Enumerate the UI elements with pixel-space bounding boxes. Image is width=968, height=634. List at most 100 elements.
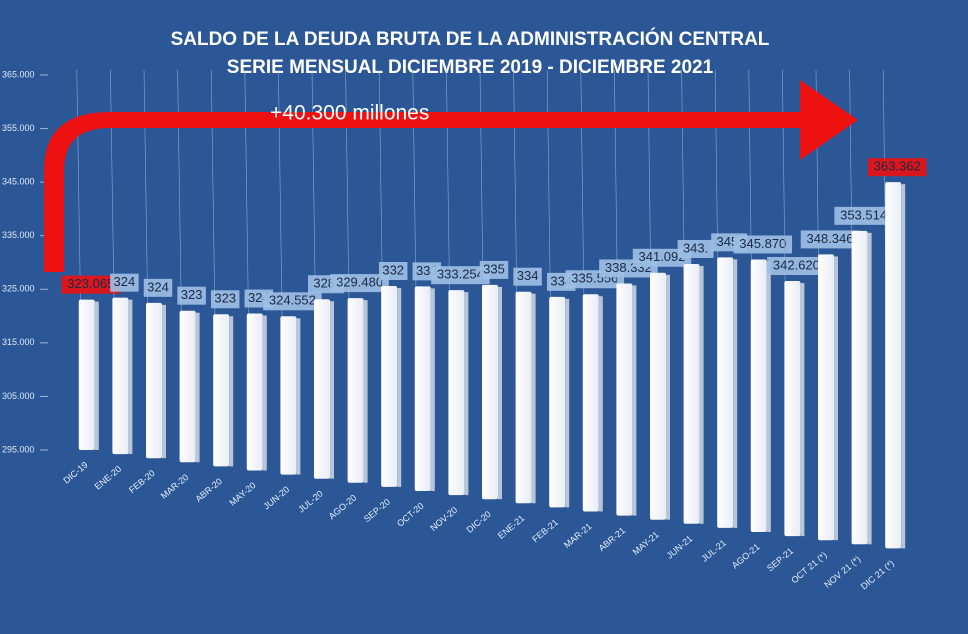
x-tick-label: OCT-20: [395, 501, 426, 529]
value-label: 335: [483, 261, 505, 276]
chart-subtitle: SERIE MENSUAL DICIEMBRE 2019 - DICIEMBRE…: [227, 57, 714, 78]
y-tick-label: 315.000: [2, 337, 35, 347]
bar-side: [363, 300, 368, 483]
value-label-box: [210, 290, 240, 309]
value-label-box: [800, 230, 860, 249]
value-label-box: [177, 286, 206, 305]
bar-side: [901, 184, 906, 549]
bar-side: [162, 304, 166, 459]
bar: [683, 263, 700, 524]
bar: [414, 286, 431, 491]
x-tick-label: DIC 21 (*): [859, 558, 896, 591]
bar-side: [666, 274, 670, 520]
bar-side: [834, 256, 838, 541]
x-tick-label: JUN-21: [665, 533, 695, 560]
bar-side: [531, 293, 536, 504]
value-label: 342.620: [773, 257, 820, 272]
bar: [179, 310, 196, 463]
chart-title: SALDO DE LA DEUDA BRUTA DE LA ADMINISTRA…: [171, 28, 770, 50]
bar: [818, 254, 834, 541]
bar: [650, 272, 666, 520]
bar: [381, 286, 398, 487]
value-label-box: [767, 256, 826, 275]
y-tick-label: 295.000: [2, 444, 35, 454]
value-label-box: [330, 274, 389, 293]
value-label: 334: [517, 268, 539, 283]
bar-side: [565, 298, 570, 508]
value-label-box: [834, 206, 893, 225]
bar: [448, 290, 465, 496]
value-label: 323.065: [67, 276, 114, 291]
value-label-box: [733, 235, 793, 254]
y-tick-label: 335.000: [2, 230, 35, 240]
x-tick-label: ABR-21: [597, 525, 628, 553]
bar-side: [430, 288, 435, 491]
x-tick-label: MAR-21: [562, 521, 594, 550]
value-label: 363.362: [874, 159, 921, 174]
value-label: 341.092: [639, 249, 686, 264]
y-tick-label: 355.000: [2, 123, 35, 133]
x-tick-label: ENE-20: [93, 464, 124, 492]
value-label: 345.870: [739, 236, 786, 251]
bar: [112, 297, 129, 455]
bar-side: [498, 286, 502, 500]
bar: [784, 280, 801, 537]
bar: [246, 313, 263, 471]
value-label: 329.480: [336, 275, 383, 290]
y-tick-label: 325.000: [2, 284, 35, 294]
annotation: +40.300 millones: [270, 102, 429, 125]
bar-side: [128, 299, 133, 455]
bar: [213, 314, 230, 467]
x-tick-label: JUL-21: [699, 538, 728, 564]
bar: [515, 291, 532, 504]
bar-side: [229, 316, 234, 467]
value-label: 324.552: [269, 293, 316, 308]
bar: [482, 284, 498, 500]
plot: 295.000 305.000 315.000 325.000 335.000 345.0…: [2, 69, 927, 591]
value-label-box: [263, 292, 322, 311]
x-tick-label: NOV 21 (*): [822, 554, 862, 590]
bar: [549, 296, 566, 508]
bar: [280, 316, 297, 475]
value-label-box: [61, 275, 121, 294]
value-label-box: [677, 239, 714, 258]
x-tick-label: JUN-20: [261, 484, 291, 511]
value-label-box: [867, 158, 927, 177]
value-label-box: [110, 273, 139, 292]
bar: [347, 298, 364, 483]
value-label-box: [513, 267, 542, 286]
bar: [314, 299, 330, 479]
y-tick-label: 365.000: [2, 69, 35, 79]
bar-side: [262, 315, 267, 471]
x-tick-label: OCT 21 (*): [789, 550, 829, 586]
bar-side: [598, 296, 603, 512]
x-tick-label: SEP-21: [765, 546, 795, 574]
value-label: 323: [181, 287, 203, 302]
bar: [146, 302, 162, 459]
bar-side: [867, 232, 872, 545]
x-tick-label: ENE-21: [496, 513, 527, 541]
value-label: 324: [114, 274, 136, 289]
x-tick-label: DIC-19: [61, 460, 89, 486]
x-tick-label: MAY-20: [227, 480, 257, 508]
x-tick-label: SEP-20: [362, 497, 392, 525]
bar-side: [296, 318, 301, 475]
x-tick-label: ABR-20: [193, 476, 224, 504]
value-label: 332: [382, 262, 404, 277]
value-label-box: [378, 262, 408, 281]
bar-side: [330, 301, 334, 479]
bar: [78, 299, 95, 450]
value-label: 348.346: [807, 231, 854, 246]
value-label: 343.: [683, 240, 708, 255]
value-label: 353.514: [840, 207, 887, 222]
x-tick-label: NOV-20: [428, 505, 459, 533]
bar-side: [699, 265, 704, 524]
bar-side: [766, 261, 771, 532]
bar: [851, 230, 868, 545]
bar-side: [464, 292, 469, 496]
x-tick-label: MAR-20: [159, 472, 191, 501]
bar-side: [800, 282, 805, 537]
bar: [582, 294, 599, 512]
arrow: [44, 80, 858, 272]
